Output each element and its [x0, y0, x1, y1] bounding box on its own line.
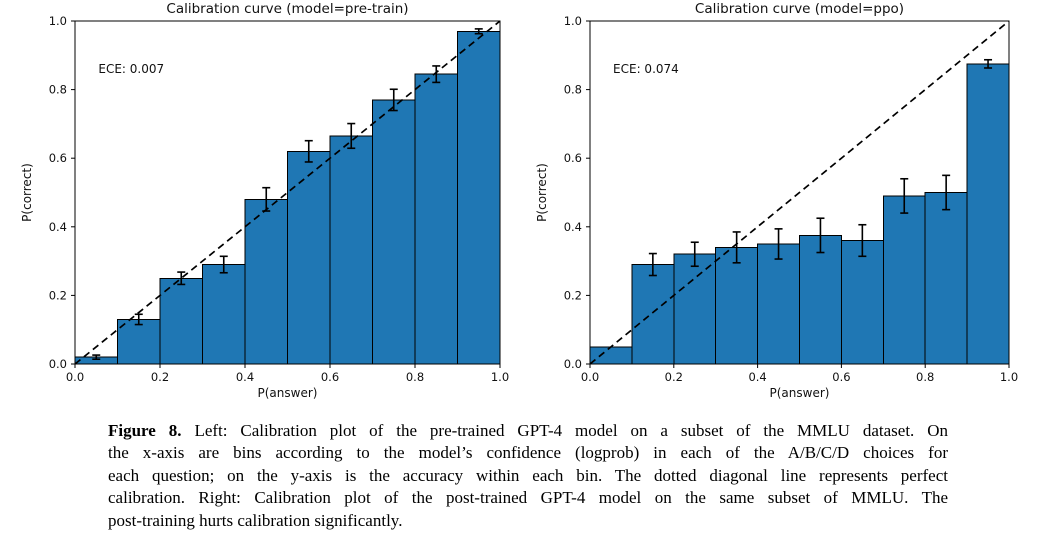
histogram-bar: [244, 198, 288, 365]
figure-label: Figure 8.: [108, 421, 182, 440]
x-tick-label: 0.4: [748, 370, 766, 384]
calibration-chart-pretrain: 0.0 0.2 0.4 0.6 0.8 1.0 0.0 0.2 0.4 0.6 0.8 1.0 Cali…: [20, 1, 509, 400]
ece-annotation: ECE: 0.074: [613, 62, 679, 76]
histogram-bar: [372, 99, 416, 365]
caption-text: Left: Calibration plot of the pre-traine…: [194, 421, 948, 440]
caption-line: calibration. Right: Calibration plot of …: [108, 488, 948, 508]
chart-title: Calibration curve (model=ppo): [695, 1, 904, 17]
x-tick-label: 0.4: [236, 370, 254, 384]
histogram-bar: [715, 246, 759, 365]
y-tick-label: 0.6: [564, 151, 582, 165]
axes-frame: [74, 20, 501, 365]
x-tick-label: 0.6: [832, 370, 850, 384]
histogram-bar: [840, 240, 884, 365]
y-tick-label: 0.0: [49, 357, 67, 371]
axes-frame: [589, 20, 1010, 365]
y-tick-label: 0.4: [564, 220, 582, 234]
histogram-bar: [966, 63, 1010, 365]
x-axis-label: P(answer): [258, 386, 318, 400]
perfect-calibration-line: [589, 20, 1010, 365]
x-tick-label: 0.2: [151, 370, 169, 384]
x-axis-label: P(answer): [770, 386, 830, 400]
x-tick-label: 1.0: [491, 370, 509, 384]
y-axis-label: P(correct): [20, 163, 34, 222]
histogram-bar: [799, 234, 842, 365]
histogram-bar: [589, 346, 633, 365]
y-axis-label: P(correct): [535, 163, 549, 222]
y-tick-label: 1.0: [564, 14, 582, 28]
x-tick-label: 0.2: [665, 370, 683, 384]
histogram-bar: [631, 264, 675, 365]
calibration-chart-ppo: 0.0 0.2 0.4 0.6 0.8 1.0 0.0 0.2 0.4 0.6 0.8 1.0 Cali…: [535, 1, 1018, 400]
histogram-bar: [202, 264, 246, 365]
ece-annotation: ECE: 0.007: [98, 62, 164, 76]
y-tick-label: 0.8: [49, 83, 67, 97]
caption-line: Figure 8. Left: Calibration plot of the …: [108, 420, 948, 442]
caption-line: post-training hurts calibration signific…: [108, 510, 403, 530]
y-tick-label: 0.0: [564, 357, 582, 371]
x-tick-label: 1.0: [1000, 370, 1018, 384]
histogram-bar: [117, 318, 161, 365]
x-tick-label: 0.8: [916, 370, 934, 384]
x-tick-label: 0.0: [581, 370, 599, 384]
x-tick-label: 0.6: [321, 370, 339, 384]
y-tick-label: 0.2: [49, 288, 67, 302]
figure-caption: Figure 8. Left: Calibration plot of the …: [108, 420, 948, 532]
caption-line: each question; on the y-axis is the accu…: [108, 465, 948, 485]
caption-line: the x-axis are bins according to the mod…: [108, 443, 948, 463]
chart-title: Calibration curve (model=pre-train): [166, 1, 408, 17]
x-tick-label: 0.0: [66, 370, 84, 384]
y-tick-label: 0.2: [564, 288, 582, 302]
histogram-bar: [329, 135, 373, 365]
x-tick-label: 0.8: [406, 370, 424, 384]
histogram-bar: [924, 192, 968, 365]
perfect-calibration-line: [74, 20, 501, 365]
histogram-bar: [882, 195, 926, 365]
y-tick-label: 0.4: [49, 220, 67, 234]
histogram-bar: [457, 30, 501, 365]
histogram-bar: [757, 243, 801, 365]
histogram-bar: [673, 253, 717, 365]
histogram-bar: [287, 150, 331, 365]
y-tick-label: 0.6: [49, 151, 67, 165]
y-tick-label: 0.8: [564, 83, 582, 97]
histogram-bar: [414, 73, 458, 365]
y-tick-label: 1.0: [49, 14, 67, 28]
